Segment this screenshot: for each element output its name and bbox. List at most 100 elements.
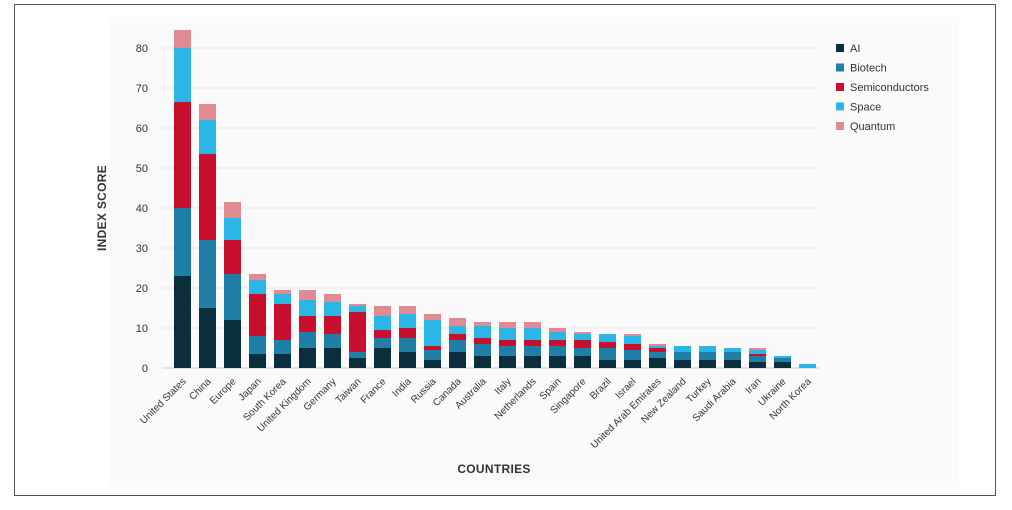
bar-segment	[574, 340, 591, 348]
legend-label: Semiconductors	[850, 82, 929, 94]
y-tick-label: 20	[136, 283, 148, 295]
bar-segment	[474, 338, 491, 344]
gridlines	[162, 47, 820, 369]
bar-segment	[299, 300, 316, 316]
bar-segment	[374, 316, 391, 330]
bar-segment	[474, 344, 491, 356]
bar-segment	[474, 356, 491, 368]
bar-segment	[524, 356, 541, 368]
bar-segment	[624, 360, 641, 368]
bar-segment	[274, 294, 291, 304]
bar-segment	[349, 306, 366, 312]
bar-segment	[399, 352, 416, 368]
bar-segment	[349, 358, 366, 368]
bar-segment	[499, 346, 516, 356]
bar-segment	[249, 294, 266, 336]
bar-segment	[174, 102, 191, 208]
bar-segment	[224, 320, 241, 368]
legend: AI Biotech Semiconductors Space Quantum	[836, 43, 929, 133]
bar-segment	[499, 328, 516, 340]
bar-segment	[574, 334, 591, 340]
y-tick-label: 50	[136, 163, 148, 175]
bar-segment	[174, 48, 191, 102]
bar-segment	[749, 356, 766, 362]
bar-segment	[774, 358, 791, 362]
bar-segment	[599, 360, 616, 368]
bar-segment	[274, 304, 291, 340]
y-tick-label: 70	[136, 83, 148, 95]
bar-segment	[574, 348, 591, 356]
bar-segment	[224, 218, 241, 240]
y-axis-title: INDEX SCORE	[95, 165, 109, 251]
bar-segment	[424, 320, 441, 346]
bar-segment	[199, 240, 216, 308]
bar-segment	[649, 344, 666, 346]
bar-segment	[549, 328, 566, 332]
bar-segment	[749, 362, 766, 368]
bar-segment	[674, 346, 691, 352]
x-axis-title: COUNTRIES	[457, 462, 530, 476]
x-tick-label: Europe	[208, 376, 239, 407]
bar-segment	[499, 356, 516, 368]
bar-segment	[574, 356, 591, 368]
bar-segment	[549, 340, 566, 346]
legend-swatch	[836, 102, 844, 111]
bar-segment	[199, 120, 216, 154]
bar-segment	[449, 334, 466, 340]
legend-swatch	[836, 44, 844, 52]
bar-segment	[224, 240, 241, 274]
bar-segment	[174, 276, 191, 368]
bar-segment	[324, 334, 341, 348]
bar-segment	[549, 332, 566, 340]
bar-segment	[799, 364, 816, 368]
bar-segment	[449, 318, 466, 326]
bar-segment	[174, 30, 191, 48]
bar-segment	[399, 306, 416, 314]
bar-segment	[374, 306, 391, 316]
bar-segment	[299, 332, 316, 348]
bar-segment	[674, 360, 691, 368]
bar-segment	[424, 360, 441, 368]
bar-segment	[374, 330, 391, 338]
bar-segment	[399, 328, 416, 338]
bar-segment	[599, 342, 616, 348]
bar-segment	[299, 316, 316, 332]
x-tick-label: United States	[138, 376, 188, 426]
bar-segment	[274, 290, 291, 294]
bar-segment	[524, 340, 541, 346]
bar-segment	[399, 314, 416, 328]
bar-segment	[599, 334, 616, 342]
bar-segment	[349, 312, 366, 352]
bar-segment	[349, 304, 366, 306]
x-tick-label: France	[359, 376, 389, 406]
bar-segment	[199, 154, 216, 240]
legend-label: AI	[850, 43, 860, 55]
bar-segment	[649, 352, 666, 358]
bar-segment	[274, 354, 291, 368]
bar-segment	[499, 322, 516, 328]
bar-segment	[649, 348, 666, 352]
legend-swatch	[836, 122, 844, 130]
bar-segment	[624, 334, 641, 336]
y-tick-label: 80	[136, 43, 148, 55]
bar-segment	[474, 326, 491, 338]
bar-segment	[449, 326, 466, 334]
bar-segment	[249, 336, 266, 354]
bar-segment	[374, 348, 391, 368]
bar-segment	[324, 316, 341, 334]
y-axis-ticks: 0 10 20 30 40 50 60 70 80	[136, 43, 148, 375]
bar-segment	[749, 354, 766, 356]
y-tick-label: 60	[136, 123, 148, 135]
bar-segment	[724, 352, 741, 360]
bar-segment	[724, 348, 741, 352]
legend-swatch	[836, 63, 844, 72]
bar-segment	[624, 344, 641, 350]
chart-frame	[14, 4, 996, 496]
bar-segment	[624, 336, 641, 344]
bar-segment	[299, 348, 316, 368]
bar-segment	[599, 348, 616, 360]
bar-segment	[224, 202, 241, 218]
x-tick-label: Taiwan	[334, 376, 364, 406]
